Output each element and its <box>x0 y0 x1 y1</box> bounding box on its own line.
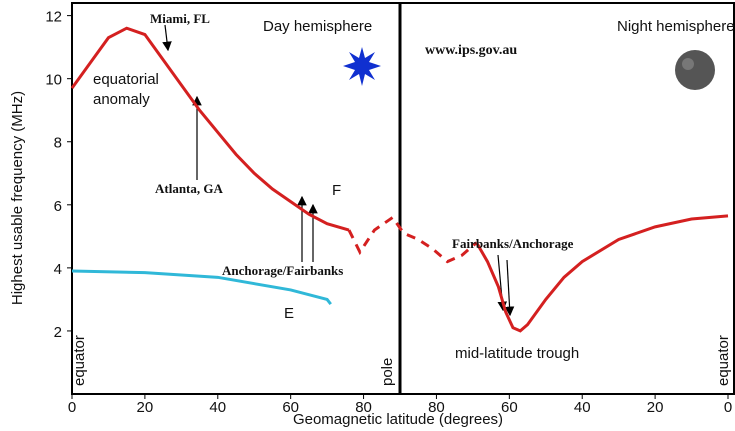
x-tick-label: 80 <box>355 399 372 416</box>
y-tick-label: 8 <box>54 135 62 152</box>
x-tick-label: 20 <box>647 399 664 416</box>
x-tick-label: 0 <box>68 399 76 416</box>
y-tick-label: 10 <box>45 72 62 89</box>
annotation: www.ips.gov.au <box>425 43 517 58</box>
x-tick-label: 60 <box>501 399 518 416</box>
arrow <box>504 259 515 317</box>
annotation: mid-latitude trough <box>455 345 579 362</box>
annotation: Anchorage/Fairbanks <box>222 263 343 278</box>
x-tick-label: 40 <box>209 399 226 416</box>
y-tick-label: 2 <box>54 324 62 341</box>
series-line <box>70 26 350 232</box>
x-tick-label: 60 <box>282 399 299 416</box>
series-label: F <box>332 182 341 199</box>
series-line <box>71 269 332 306</box>
y-tick-label: 12 <box>45 9 62 26</box>
sun-icon <box>343 47 381 86</box>
plot-frame <box>71 2 735 395</box>
x-tick-label: 40 <box>574 399 591 416</box>
series-line <box>347 215 478 264</box>
x-axis-label: Geomagnetic latitude (degrees) <box>293 411 503 428</box>
moon-icon <box>675 50 715 90</box>
annotation: pole <box>379 358 396 386</box>
series-label: E <box>284 305 294 322</box>
annotation: equatorial <box>93 71 159 88</box>
x-tick-label: 80 <box>428 399 445 416</box>
annotation: Atlanta, GA <box>155 181 224 196</box>
y-tick-label: 6 <box>54 198 62 215</box>
x-tick-label: 20 <box>137 399 154 416</box>
arrow <box>162 24 172 52</box>
annotation: equator <box>715 335 732 386</box>
x-tick-label: 0 <box>724 399 732 416</box>
annotation: Fairbanks/Anchorage <box>452 236 574 251</box>
annotation: Night hemisphere <box>617 18 735 35</box>
moon-crater <box>682 58 694 70</box>
y-axis-label: Highest usable frequency (MHz) <box>9 91 26 305</box>
series-line <box>475 214 729 333</box>
annotation: anomaly <box>93 91 150 108</box>
annotation: Day hemisphere <box>263 18 372 35</box>
annotation: equator <box>71 335 88 386</box>
y-tick-label: 4 <box>54 261 62 278</box>
annotation: Miami, FL <box>150 11 210 26</box>
